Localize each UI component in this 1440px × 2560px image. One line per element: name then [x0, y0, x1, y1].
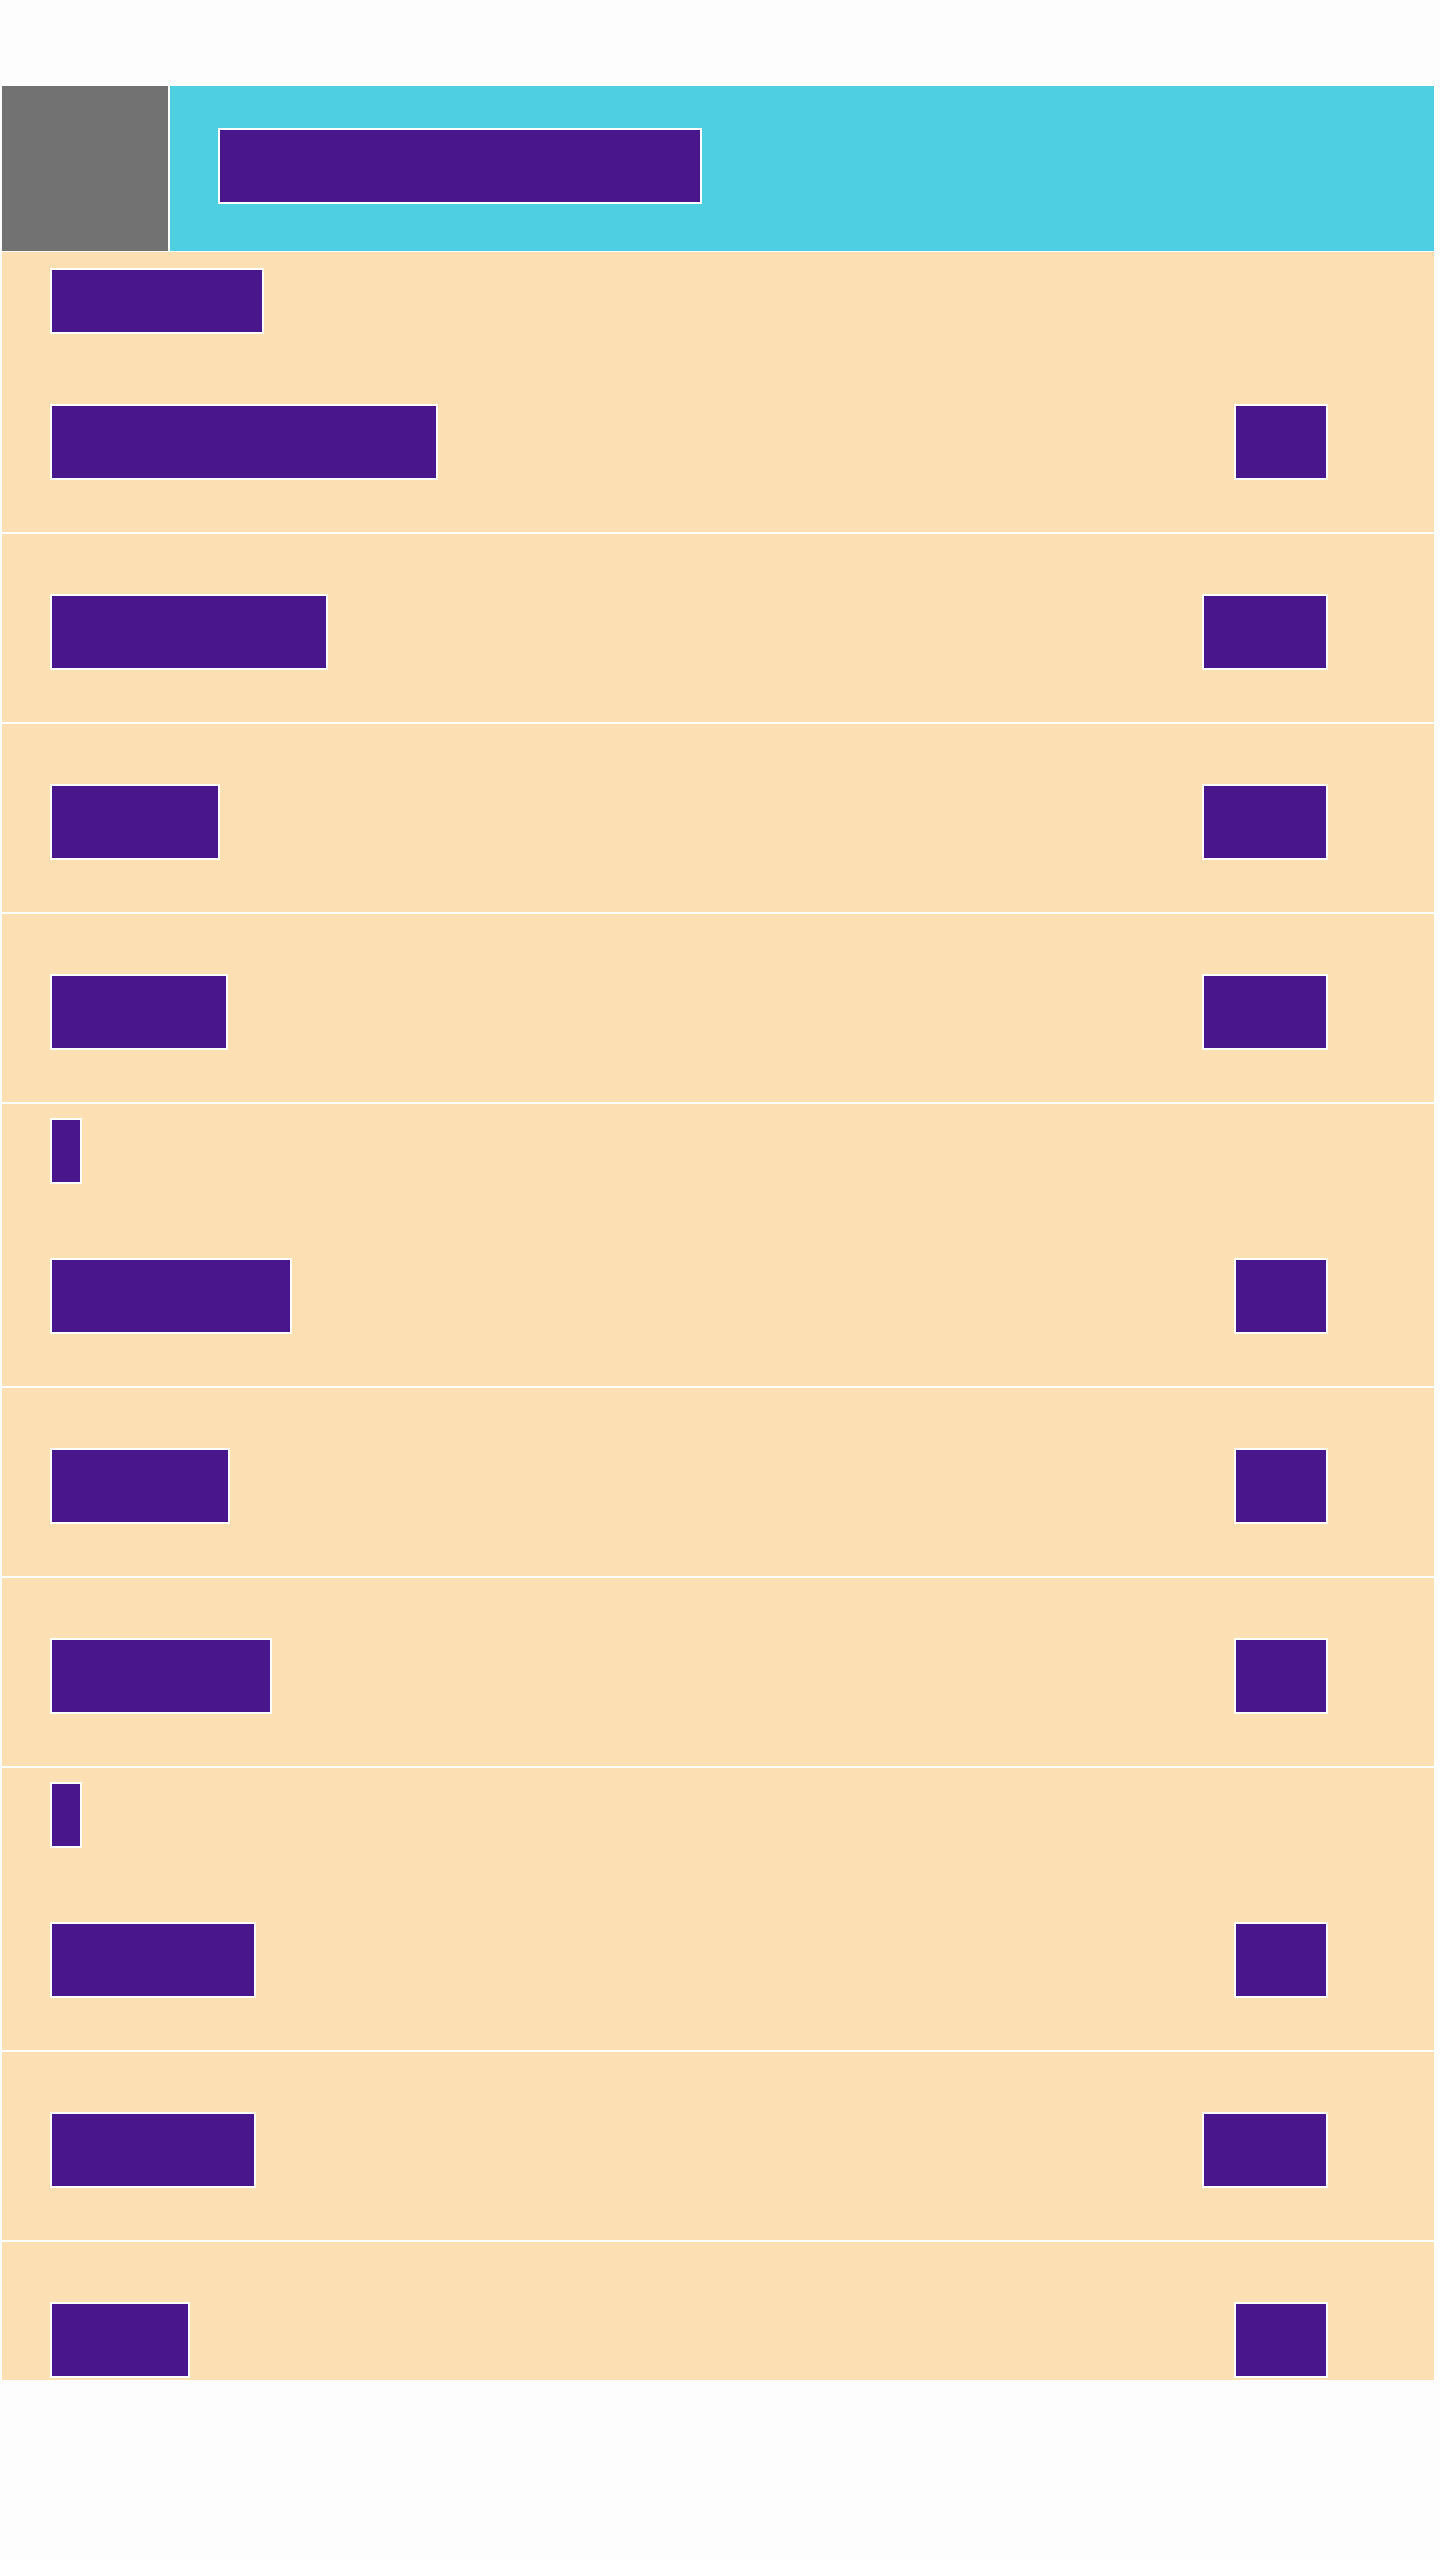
divider	[2, 722, 1434, 724]
page-title	[218, 128, 702, 204]
list-item-value[interactable]	[1234, 1448, 1328, 1524]
list-item-label	[50, 2302, 190, 2378]
list-item-value[interactable]	[1202, 784, 1328, 860]
list-item-value[interactable]	[1202, 594, 1328, 670]
list-item-value[interactable]	[1234, 1922, 1328, 1998]
list-item-label	[50, 1922, 256, 1998]
list-item-label	[50, 1448, 230, 1524]
section-header	[50, 1782, 82, 1848]
list-item-value[interactable]	[1202, 2112, 1328, 2188]
list-item-value[interactable]	[1234, 2302, 1328, 2378]
list-item-label	[50, 1638, 272, 1714]
list-item-label	[50, 594, 328, 670]
app-header	[2, 86, 1434, 251]
list-item-label	[50, 1258, 292, 1334]
list-item-value[interactable]	[1202, 974, 1328, 1050]
divider	[2, 1102, 1434, 1104]
divider	[2, 532, 1434, 534]
divider	[2, 1766, 1434, 1768]
divider	[2, 1386, 1434, 1388]
nav-menu-button[interactable]	[2, 86, 170, 251]
divider	[2, 1576, 1434, 1578]
list-item-value[interactable]	[1234, 1258, 1328, 1334]
list-item-label	[50, 784, 220, 860]
list-item-label	[50, 2112, 256, 2188]
divider	[2, 2240, 1434, 2242]
section-header	[50, 1118, 82, 1184]
list-item-value[interactable]	[1234, 404, 1328, 480]
section-header	[50, 268, 264, 334]
divider	[2, 912, 1434, 914]
settings-list	[2, 252, 1434, 2380]
divider	[2, 2050, 1434, 2052]
list-item-value[interactable]	[1234, 1638, 1328, 1714]
list-item-label	[50, 974, 228, 1050]
list-item-label	[50, 404, 438, 480]
